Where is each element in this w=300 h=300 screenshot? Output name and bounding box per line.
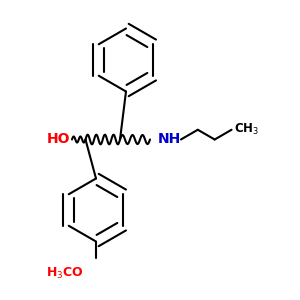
Text: CH$_3$: CH$_3$	[234, 122, 259, 137]
Text: H$_3$CO: H$_3$CO	[46, 266, 84, 280]
Text: NH: NH	[158, 132, 181, 146]
Text: HO: HO	[47, 132, 70, 146]
